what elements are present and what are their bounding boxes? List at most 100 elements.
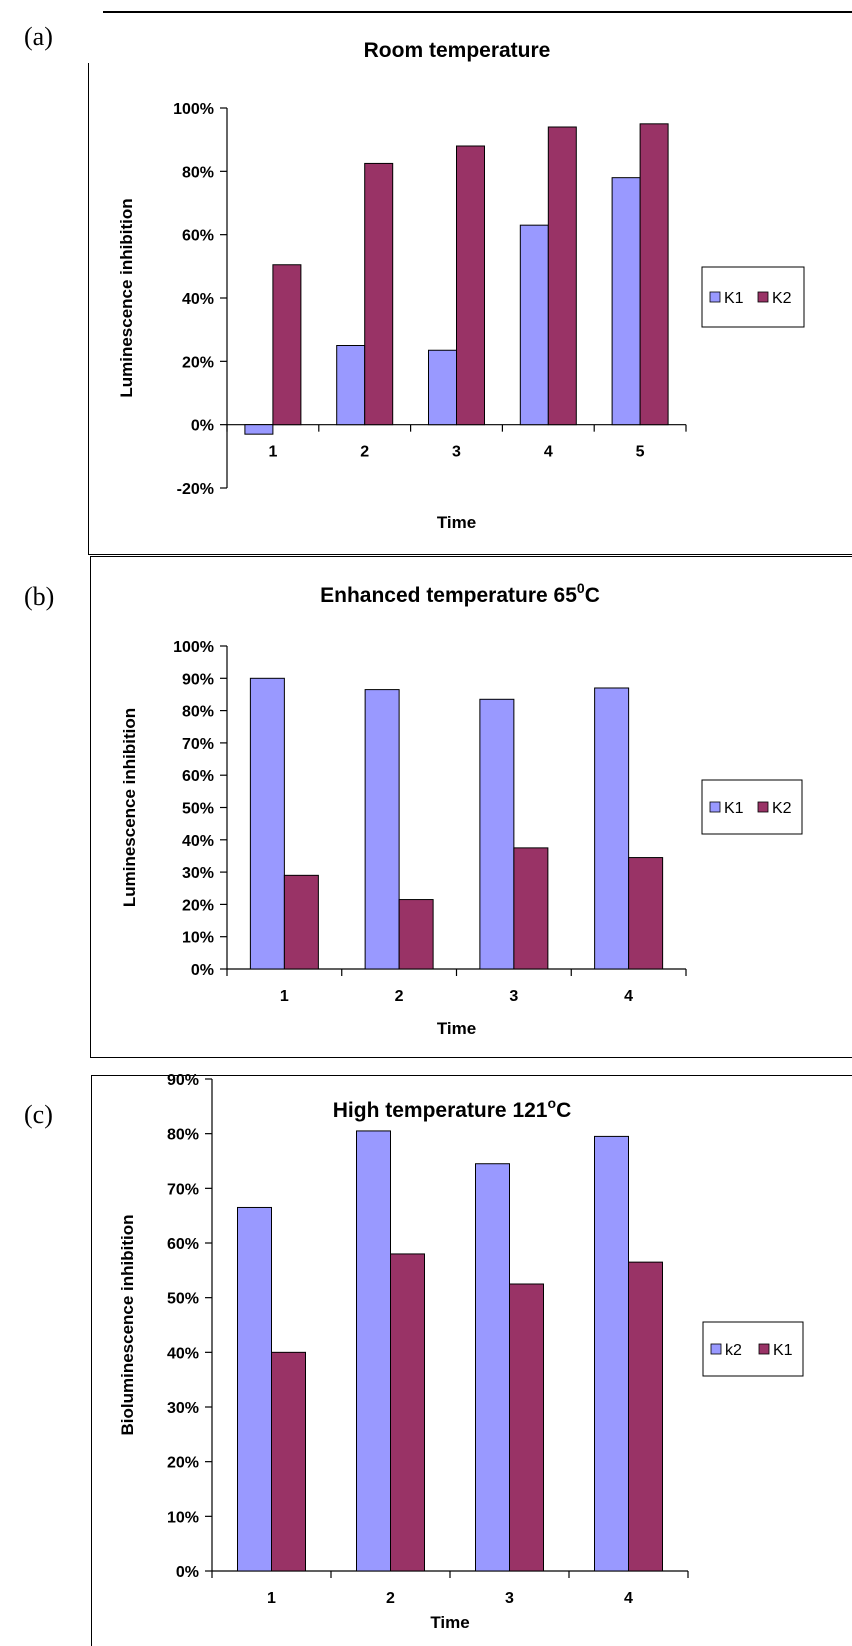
chart-title: Enhanced temperature 650C xyxy=(320,580,600,607)
y-tick-label: 80% xyxy=(182,164,214,181)
legend-box xyxy=(701,266,805,328)
bar-k2-5 xyxy=(639,123,669,426)
x-tick-label: 5 xyxy=(636,444,645,461)
y-tick-label: 60% xyxy=(167,1236,199,1253)
bar-k1-3 xyxy=(509,1283,544,1572)
bar-k2-1 xyxy=(272,264,302,426)
bar-k1-4 xyxy=(628,1261,663,1572)
legend-label-k2: K2 xyxy=(772,800,792,817)
chart-title-main: Enhanced temperature 65 xyxy=(320,584,577,607)
legend-swatch-k2 xyxy=(757,801,769,813)
panel-label-c: (c) xyxy=(24,1100,53,1129)
x-axis-label: Time xyxy=(437,513,476,532)
y-tick-label: 40% xyxy=(182,291,214,308)
y-tick-label: 30% xyxy=(167,1400,199,1417)
x-tick-label: 3 xyxy=(505,1590,514,1607)
y-tick-label: 20% xyxy=(182,897,214,914)
bar-k2-1 xyxy=(283,874,319,970)
chart-title: High temperature 121oC xyxy=(333,1095,571,1122)
legend-label-k1: K1 xyxy=(724,290,744,307)
bar-k2-4 xyxy=(547,126,577,426)
chart-title: Room temperature xyxy=(364,39,551,62)
x-tick-label: 2 xyxy=(386,1590,395,1607)
bar-k2-3 xyxy=(513,847,549,970)
chart-title-main: Room temperature xyxy=(364,39,551,62)
legend-label-k1: K1 xyxy=(724,800,744,817)
y-tick-label: 100% xyxy=(173,101,214,118)
bar-k2-4 xyxy=(628,857,664,970)
y-tick-label: 0% xyxy=(191,418,214,435)
x-tick-label: 4 xyxy=(624,1590,633,1607)
bar-k2-2 xyxy=(356,1130,391,1572)
legend-swatch-k1 xyxy=(758,1343,770,1355)
y-tick-label: 50% xyxy=(182,801,214,818)
bar-k2-2 xyxy=(364,162,394,426)
y-tick-label: 60% xyxy=(182,228,214,245)
bar-k1-2 xyxy=(336,345,366,426)
chart-title-main: High temperature 121 xyxy=(333,1099,548,1122)
x-tick-label: 3 xyxy=(509,988,518,1005)
x-tick-label: 2 xyxy=(395,988,404,1005)
legend-swatch-k2 xyxy=(757,291,769,303)
y-tick-label: 70% xyxy=(182,736,214,753)
bar-k2-4 xyxy=(594,1135,629,1572)
bar-k2-3 xyxy=(456,145,485,426)
bar-k1-3 xyxy=(479,698,515,970)
y-tick-label: 10% xyxy=(167,1509,199,1526)
bar-k1-1 xyxy=(271,1351,306,1572)
x-tick-label: 1 xyxy=(280,988,289,1005)
panel-label-a: (a) xyxy=(24,22,53,51)
top-rule xyxy=(103,11,852,13)
y-tick-label: -20% xyxy=(177,481,214,498)
x-axis-label: Time xyxy=(430,1613,469,1632)
legend-label-k2: k2 xyxy=(725,1342,742,1359)
y-tick-label: 10% xyxy=(182,930,214,947)
bar-k2-2 xyxy=(398,899,434,970)
x-tick-label: 4 xyxy=(624,988,633,1005)
y-tick-label: 60% xyxy=(182,768,214,785)
bar-k1-2 xyxy=(364,689,400,970)
y-tick-label: 70% xyxy=(167,1181,199,1198)
y-tick-label: 80% xyxy=(182,704,214,721)
x-axis-label: Time xyxy=(437,1019,476,1038)
bar-k1-1 xyxy=(249,677,285,970)
y-tick-label: 20% xyxy=(182,354,214,371)
chart-title-superscript: o xyxy=(548,1095,557,1111)
y-tick-label: 0% xyxy=(191,962,214,979)
x-tick-label: 1 xyxy=(268,444,277,461)
chart-title-suffix: C xyxy=(556,1099,571,1122)
y-tick-label: 80% xyxy=(167,1127,199,1144)
legend-label-k2: K2 xyxy=(772,290,792,307)
y-tick-label: 20% xyxy=(167,1455,199,1472)
y-tick-label: 30% xyxy=(182,865,214,882)
y-tick-label: 50% xyxy=(167,1291,199,1308)
legend-swatch-k1 xyxy=(709,291,721,303)
x-tick-label: 2 xyxy=(360,444,369,461)
bar-k2-3 xyxy=(475,1163,510,1572)
y-tick-label: 40% xyxy=(182,833,214,850)
y-axis-label: Bioluminescence inhibition xyxy=(118,1214,137,1435)
legend-swatch-k2 xyxy=(710,1343,722,1355)
legend-label-k1: K1 xyxy=(773,1342,793,1359)
y-axis-label: Luminescence inhibition xyxy=(117,198,136,397)
legend-swatch-k1 xyxy=(709,801,721,813)
y-tick-label: 0% xyxy=(176,1564,199,1581)
chart-title-superscript: 0 xyxy=(577,580,585,596)
x-tick-label: 1 xyxy=(267,1590,276,1607)
bar-k1-1 xyxy=(244,424,274,435)
x-tick-label: 4 xyxy=(544,444,553,461)
bar-k1-2 xyxy=(390,1253,425,1572)
bar-k1-4 xyxy=(519,224,549,426)
bar-k1-4 xyxy=(594,687,630,970)
y-tick-label: 100% xyxy=(173,639,214,656)
y-axis-label: Luminescence inhibition xyxy=(120,708,139,907)
y-tick-label: 90% xyxy=(167,1072,199,1089)
chart-title-suffix: C xyxy=(585,584,600,607)
bar-k2-1 xyxy=(237,1206,272,1572)
y-tick-label: 90% xyxy=(182,671,214,688)
x-tick-label: 3 xyxy=(452,444,461,461)
y-tick-label: 40% xyxy=(167,1345,199,1362)
